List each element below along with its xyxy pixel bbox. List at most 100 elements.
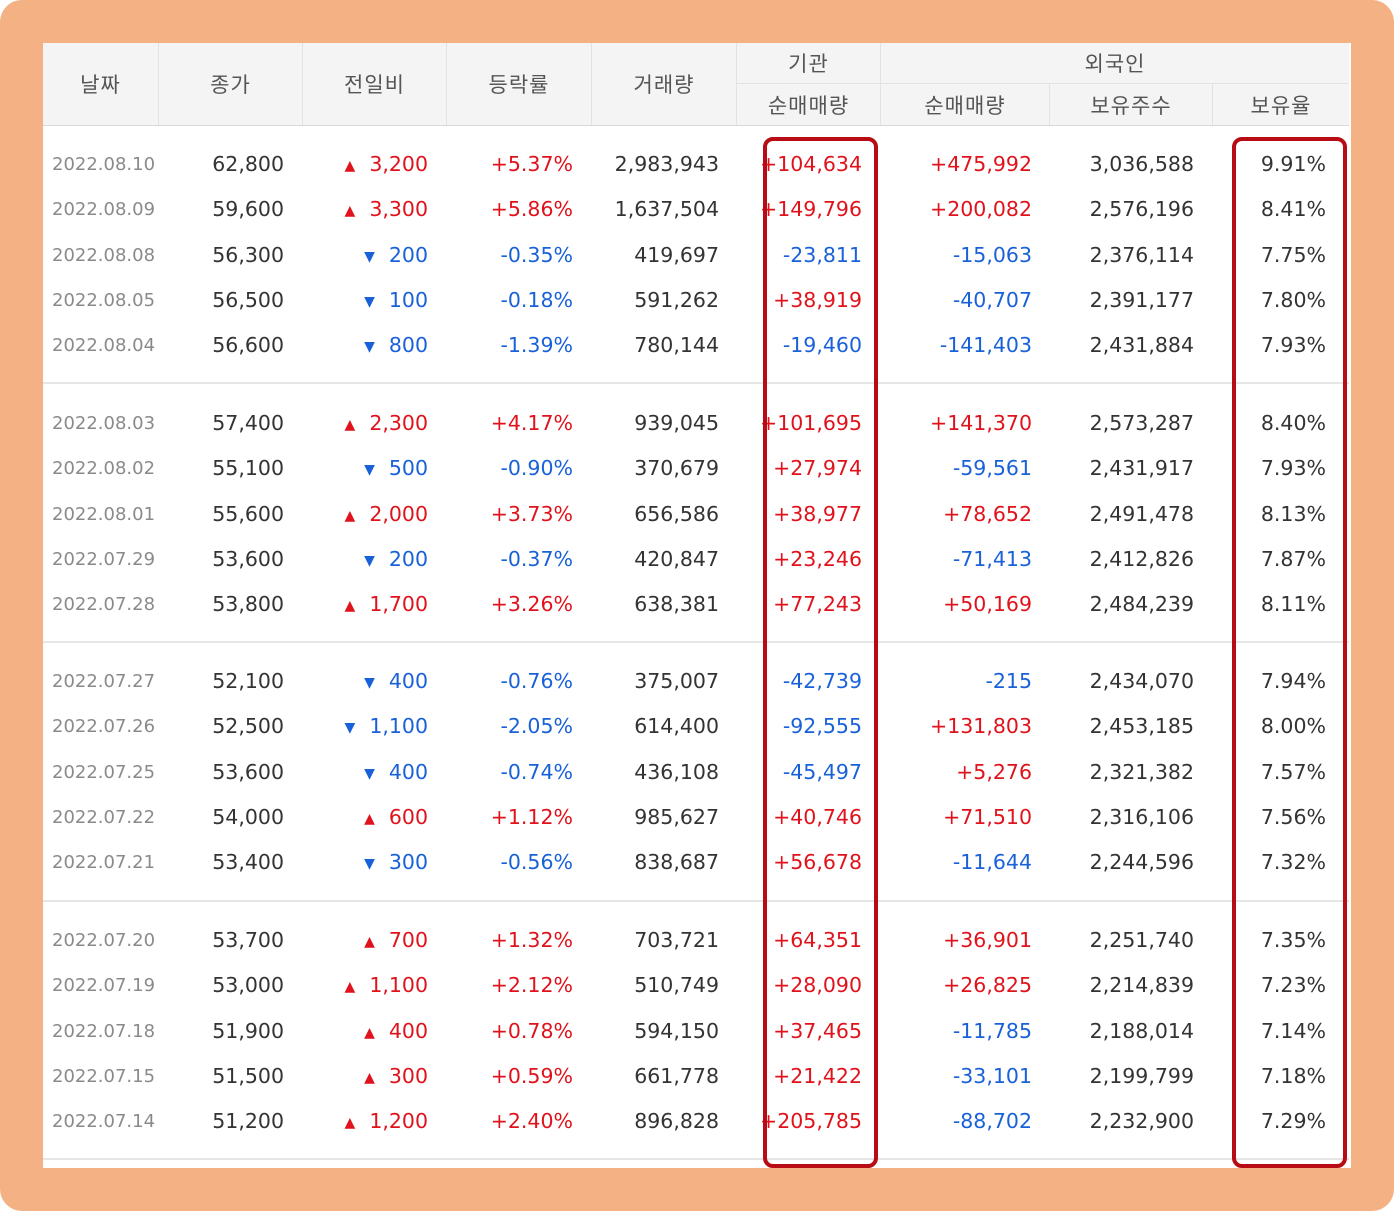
cell-change: ▲ 400 [303, 1009, 428, 1054]
down-triangle-icon: ▼ [364, 448, 375, 493]
cell-date: 2022.07.14 [52, 1099, 158, 1144]
cell-close: 62,800 [159, 142, 284, 187]
cell-rate: +1.12% [447, 795, 573, 840]
header-close[interactable]: 종가 [159, 43, 302, 125]
table-row[interactable]: 2022.08.04 56,600 ▼ 800 -1.39% 780,144 -19,460… [43, 323, 1349, 368]
table-row[interactable]: 2022.08.02 55,100 ▼ 500 -0.90% 370,679 +27,974… [43, 446, 1349, 491]
cell-foreign-net: +50,169 [881, 582, 1032, 627]
table-row[interactable]: 2022.08.09 59,600 ▲ 3,300 +5.86% 1,637,504 +14… [43, 187, 1349, 232]
cell-date: 2022.08.04 [52, 323, 158, 368]
cell-foreign-shares: 2,431,917 [1050, 446, 1194, 491]
group-divider [43, 641, 1349, 643]
cell-foreign-net: -88,702 [881, 1099, 1032, 1144]
cell-volume: 420,847 [592, 537, 719, 582]
up-triangle-icon: ▲ [345, 144, 356, 189]
cell-date: 2022.08.01 [52, 492, 158, 537]
cell-volume: 2,983,943 [592, 142, 719, 187]
down-triangle-icon: ▼ [364, 325, 375, 370]
down-triangle-icon: ▼ [364, 752, 375, 797]
cell-volume: 661,778 [592, 1054, 719, 1099]
header-institution-net[interactable]: 순매매량 [737, 84, 880, 125]
cell-change: ▼ 500 [303, 446, 428, 491]
table-row[interactable]: 2022.08.08 56,300 ▼ 200 -0.35% 419,697 -23,811… [43, 233, 1349, 278]
cell-change: ▲ 1,200 [303, 1099, 428, 1144]
cell-volume: 838,687 [592, 840, 719, 885]
cell-close: 59,600 [159, 187, 284, 232]
cell-date: 2022.07.18 [52, 1009, 158, 1054]
up-triangle-icon: ▲ [345, 584, 356, 629]
table-row[interactable]: 2022.07.20 53,700 ▲ 700 +1.32% 703,721 +64,351… [43, 918, 1349, 963]
group-divider [43, 1158, 1349, 1160]
cell-close: 53,600 [159, 750, 284, 795]
group-divider [43, 382, 1349, 384]
cell-date: 2022.08.02 [52, 446, 158, 491]
table-row[interactable]: 2022.07.14 51,200 ▲ 1,200 +2.40% 896,828 +205,… [43, 1099, 1349, 1144]
up-triangle-icon: ▲ [364, 1056, 375, 1101]
cell-rate: -0.74% [447, 750, 573, 795]
table-row[interactable]: 2022.08.10 62,800 ▲ 3,200 +5.37% 2,983,943 +10… [43, 142, 1349, 187]
cell-date: 2022.07.22 [52, 795, 158, 840]
header-volume[interactable]: 거래량 [592, 43, 736, 125]
cell-rate: +3.73% [447, 492, 573, 537]
table-row[interactable]: 2022.07.29 53,600 ▼ 200 -0.37% 420,847 +23,246… [43, 537, 1349, 582]
cell-change: ▼ 100 [303, 278, 428, 323]
institution-highlight-box [763, 137, 878, 1168]
table-row[interactable]: 2022.08.03 57,400 ▲ 2,300 +4.17% 939,045 +101,… [43, 401, 1349, 446]
table-row[interactable]: 2022.07.18 51,900 ▲ 400 +0.78% 594,150 +37,465… [43, 1009, 1349, 1054]
change-value: 100 [389, 288, 428, 312]
header-foreign-ratio[interactable]: 보유율 [1213, 84, 1349, 125]
table-row[interactable]: 2022.07.15 51,500 ▲ 300 +0.59% 661,778 +21,422… [43, 1054, 1349, 1099]
cell-date: 2022.08.05 [52, 278, 158, 323]
cell-close: 54,000 [159, 795, 284, 840]
table-row[interactable]: 2022.07.21 53,400 ▼ 300 -0.56% 838,687 +56,678… [43, 840, 1349, 885]
cell-foreign-shares: 2,214,839 [1050, 963, 1194, 1008]
cell-change: ▼ 400 [303, 659, 428, 704]
cell-rate: +3.26% [447, 582, 573, 627]
header-change[interactable]: 전일비 [303, 43, 446, 125]
header-rate[interactable]: 등락률 [447, 43, 591, 125]
cell-close: 51,500 [159, 1054, 284, 1099]
cell-date: 2022.08.10 [52, 142, 158, 187]
cell-change: ▼ 200 [303, 537, 428, 582]
cell-foreign-net: -11,644 [881, 840, 1032, 885]
cell-rate: +5.86% [447, 187, 573, 232]
header-foreign-shares[interactable]: 보유주수 [1050, 84, 1212, 125]
change-value: 1,100 [369, 714, 428, 738]
cell-rate: +2.40% [447, 1099, 573, 1144]
change-value: 2,300 [369, 411, 428, 435]
table-row[interactable]: 2022.07.22 54,000 ▲ 600 +1.12% 985,627 +40,746… [43, 795, 1349, 840]
header-date[interactable]: 날짜 [43, 43, 158, 125]
cell-change: ▲ 600 [303, 795, 428, 840]
change-value: 600 [389, 805, 428, 829]
cell-date: 2022.07.29 [52, 537, 158, 582]
cell-foreign-shares: 2,453,185 [1050, 704, 1194, 749]
cell-close: 51,900 [159, 1009, 284, 1054]
table-row[interactable]: 2022.08.01 55,600 ▲ 2,000 +3.73% 656,586 +38,9… [43, 492, 1349, 537]
cell-rate: -0.76% [447, 659, 573, 704]
cell-foreign-net: +5,276 [881, 750, 1032, 795]
cell-volume: 591,262 [592, 278, 719, 323]
header-foreign-net[interactable]: 순매매량 [881, 84, 1049, 125]
cell-foreign-net: +26,825 [881, 963, 1032, 1008]
cell-volume: 703,721 [592, 918, 719, 963]
table-row[interactable]: 2022.07.28 53,800 ▲ 1,700 +3.26% 638,381 +77,2… [43, 582, 1349, 627]
cell-rate: -1.39% [447, 323, 573, 368]
cell-date: 2022.07.19 [52, 963, 158, 1008]
table-row[interactable]: 2022.07.27 52,100 ▼ 400 -0.76% 375,007 -42,739… [43, 659, 1349, 704]
table-row[interactable]: 2022.07.19 53,000 ▲ 1,100 +2.12% 510,749 +28,0… [43, 963, 1349, 1008]
cell-close: 56,600 [159, 323, 284, 368]
cell-rate: +1.32% [447, 918, 573, 963]
cell-foreign-shares: 2,199,799 [1050, 1054, 1194, 1099]
cell-close: 53,000 [159, 963, 284, 1008]
cell-date: 2022.08.03 [52, 401, 158, 446]
cell-close: 52,500 [159, 704, 284, 749]
cell-foreign-shares: 2,573,287 [1050, 401, 1194, 446]
change-value: 3,300 [369, 197, 428, 221]
table-row[interactable]: 2022.07.25 53,600 ▼ 400 -0.74% 436,108 -45,497… [43, 750, 1349, 795]
table-row[interactable]: 2022.08.05 56,500 ▼ 100 -0.18% 591,262 +38,919… [43, 278, 1349, 323]
cell-foreign-net: +200,082 [881, 187, 1032, 232]
cell-rate: +0.59% [447, 1054, 573, 1099]
table-row[interactable]: 2022.07.26 52,500 ▼ 1,100 -2.05% 614,400 -92,5… [43, 704, 1349, 749]
cell-change: ▲ 3,300 [303, 187, 428, 232]
down-triangle-icon: ▼ [364, 661, 375, 706]
